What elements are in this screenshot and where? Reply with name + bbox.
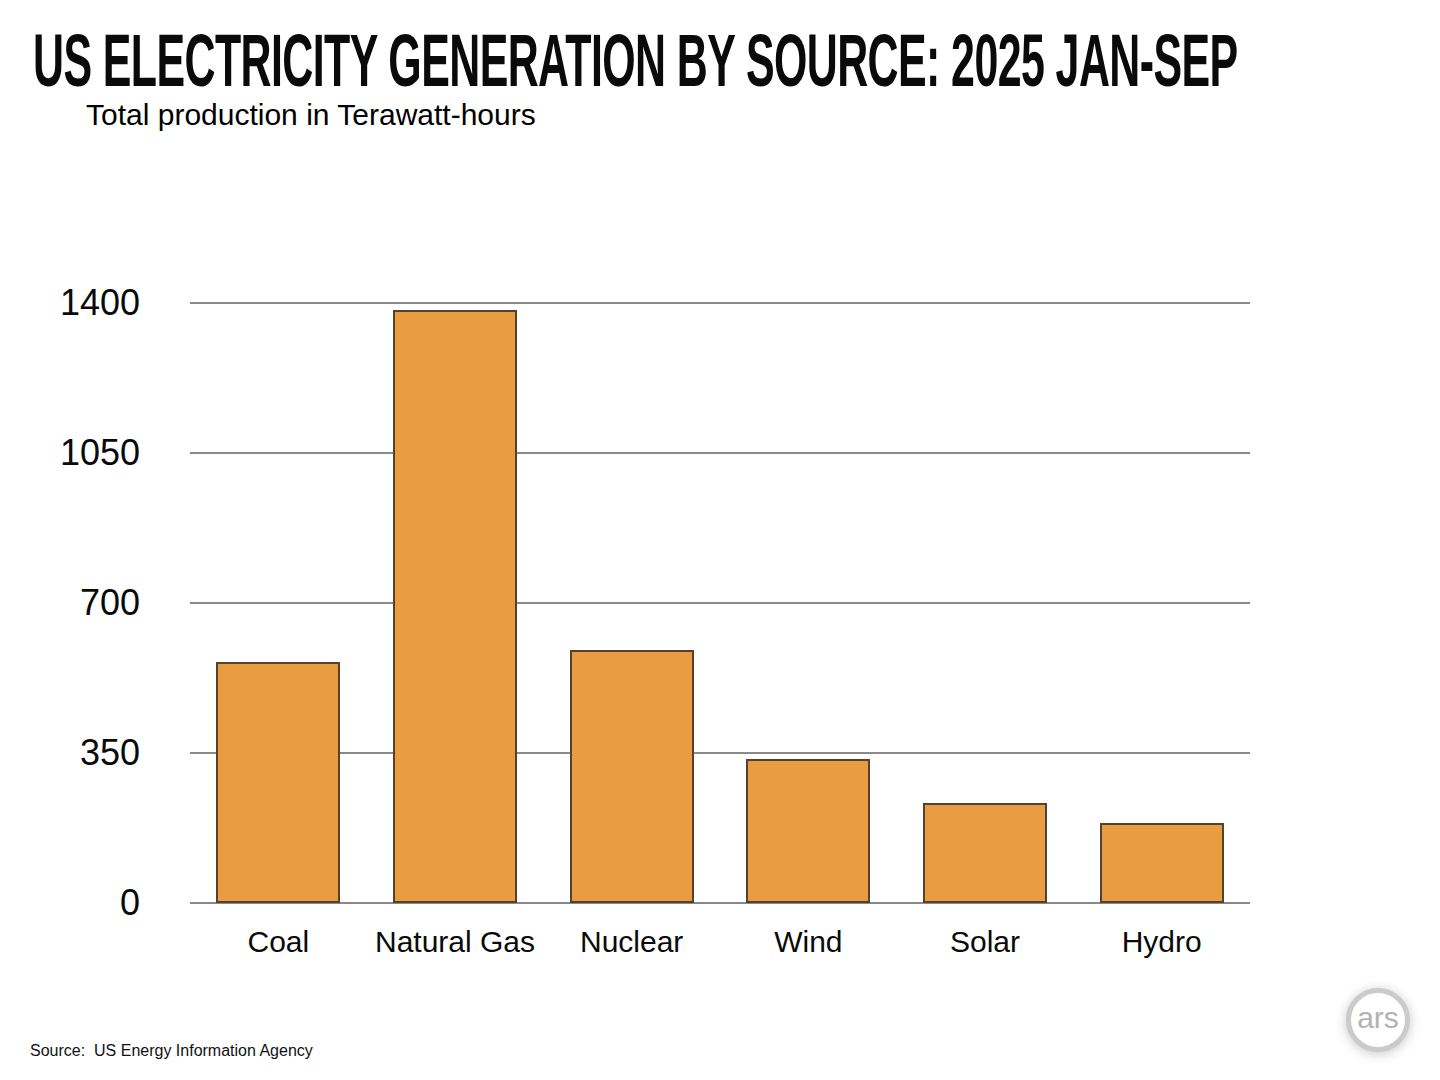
band-solar: Solar (897, 303, 1074, 903)
ars-logo: ars (1346, 988, 1410, 1052)
chart-canvas: US ELECTRICITY GENERATION BY SOURCE: 202… (0, 0, 1440, 1080)
plot-area: CoalNatural GasNuclearWindSolarHydro (190, 303, 1250, 903)
ars-logo-text: ars (1357, 1003, 1399, 1037)
bar-coal (216, 662, 340, 903)
y-tick-label-1400: 1400 (10, 282, 140, 324)
bar-wind (746, 759, 870, 903)
band-natural-gas: Natural Gas (367, 303, 544, 903)
band-coal: Coal (190, 303, 367, 903)
bar-natural-gas (393, 310, 517, 903)
x-tick-label-natural-gas: Natural Gas (375, 925, 535, 959)
y-tick-label-0: 0 (10, 882, 140, 924)
bar-solar (923, 803, 1047, 903)
y-tick-label-700: 700 (10, 582, 140, 624)
band-hydro: Hydro (1073, 303, 1250, 903)
x-tick-label-hydro: Hydro (1122, 925, 1202, 959)
band-nuclear: Nuclear (543, 303, 720, 903)
bar-hydro (1100, 823, 1224, 903)
source-note: Source: US Energy Information Agency (30, 1042, 313, 1060)
x-tick-label-solar: Solar (950, 925, 1020, 959)
chart-title: US ELECTRICITY GENERATION BY SOURCE: 202… (33, 24, 1238, 98)
x-tick-label-nuclear: Nuclear (580, 925, 683, 959)
y-tick-label-1050: 1050 (10, 432, 140, 474)
x-tick-label-wind: Wind (774, 925, 842, 959)
y-axis-labels: 035070010501400 (10, 303, 165, 903)
band-wind: Wind (720, 303, 897, 903)
chart-subtitle: Total production in Terawatt-hours (86, 98, 536, 132)
x-tick-label-coal: Coal (247, 925, 309, 959)
bars-container: CoalNatural GasNuclearWindSolarHydro (190, 303, 1250, 903)
y-tick-label-350: 350 (10, 732, 140, 774)
bar-nuclear (570, 650, 694, 903)
